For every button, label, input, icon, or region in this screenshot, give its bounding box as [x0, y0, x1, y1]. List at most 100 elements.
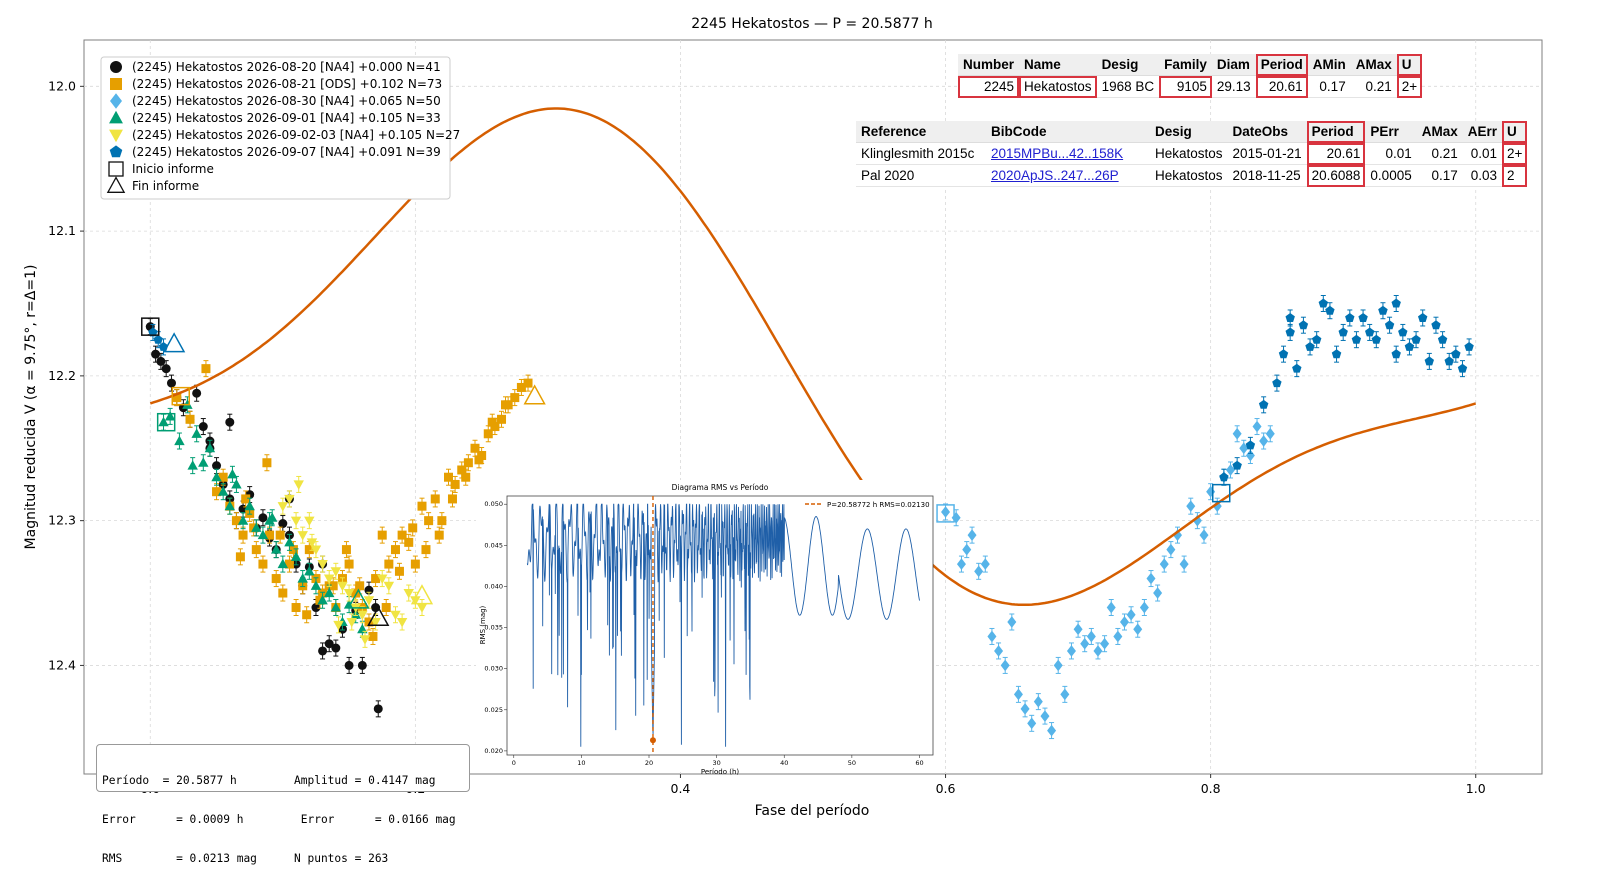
- col-amin: AMin: [1307, 54, 1351, 76]
- data-point: [330, 567, 342, 577]
- data-point: [277, 558, 289, 569]
- data-point: [158, 416, 169, 427]
- legend-label: (2245) Hekatostos 2026-09-07 [NA4] +0.09…: [132, 145, 441, 159]
- data-point: [1053, 659, 1063, 672]
- data-point: [421, 545, 431, 555]
- data-point: [185, 414, 195, 424]
- data-point: [1411, 334, 1421, 344]
- data-point: [444, 472, 453, 482]
- data-point: [357, 660, 367, 670]
- x-tick-label: 0.8: [1201, 781, 1221, 796]
- data-point: [1331, 349, 1342, 359]
- x-tick-label: 1.0: [1466, 781, 1486, 796]
- data-point: [1199, 529, 1209, 541]
- x-tick-label: 0.6: [936, 781, 956, 796]
- cell-diam: 29.13: [1211, 75, 1256, 98]
- legend-label: Inicio informe: [132, 162, 214, 176]
- data-point: [1265, 427, 1275, 440]
- data-point: [310, 580, 322, 590]
- data-point: [1437, 334, 1448, 344]
- data-point: [500, 400, 510, 410]
- data-point: [1378, 305, 1388, 315]
- cell-ref-period: 20.61: [1306, 142, 1366, 165]
- lightcurve-chart: 2245 Hekatostos — P = 20.5877 h 0.00.20.…: [23, 16, 1543, 819]
- data-point: [1325, 305, 1335, 315]
- cell-ref-period: 20.6088: [1306, 164, 1366, 187]
- data-point: [304, 565, 315, 576]
- legend-marker: [110, 78, 122, 90]
- bibcode-link[interactable]: 2015MPBu...42..158K: [991, 146, 1124, 161]
- y-axis-label: Magnitud reducida V (α = 9.75°, r=Δ=1): [23, 265, 39, 550]
- series-3: [941, 418, 1275, 740]
- data-point: [974, 565, 984, 578]
- data-point: [487, 417, 497, 427]
- data-point: [1431, 320, 1441, 330]
- cell-u: 2+: [1396, 75, 1423, 98]
- data-point: [262, 458, 272, 468]
- data-point: [1418, 313, 1428, 322]
- inset-rms-chart: Diagrama RMS vs Período 0 10 20 30 40 50 60 0.0…: [476, 480, 934, 776]
- fin-marker: [367, 605, 390, 627]
- fit-curve: [149, 107, 1477, 607]
- legend-label: (2245) Hekatostos 2026-08-21 [ODS] +0.10…: [132, 77, 442, 91]
- data-point: [343, 599, 355, 609]
- data-point: [1351, 334, 1362, 344]
- data-point: [956, 558, 966, 570]
- data-point: [212, 461, 222, 471]
- legend-label: (2245) Hekatostos 2026-08-20 [NA4] +0.00…: [132, 60, 441, 74]
- data-point: [1133, 623, 1143, 636]
- data-point: [258, 559, 268, 569]
- inset-x-label: Período (h): [701, 768, 740, 776]
- data-point: [1404, 342, 1415, 351]
- x-axis-label: Fase del período: [755, 803, 870, 819]
- data-point: [941, 506, 951, 518]
- inset-x-tick-label: 0: [512, 759, 516, 767]
- data-point: [191, 428, 202, 438]
- data-point: [204, 442, 216, 453]
- inset-best-period-dot: [649, 737, 656, 744]
- data-point: [1093, 645, 1103, 657]
- data-point: [1272, 378, 1282, 388]
- data-point: [1073, 623, 1083, 636]
- data-point: [174, 435, 185, 446]
- legend: (2245) Hekatostos 2026-08-20 [NA4] +0.00…: [100, 56, 460, 200]
- col-perr: PErr: [1365, 121, 1417, 143]
- data-point: [284, 559, 294, 569]
- data-point: [257, 529, 269, 540]
- data-point: [251, 545, 261, 555]
- data-point: [148, 327, 158, 337]
- data-point: [1119, 616, 1129, 628]
- data-point: [1179, 558, 1189, 570]
- data-point: [967, 529, 977, 541]
- data-point: [1391, 349, 1401, 359]
- data-point: [371, 603, 381, 613]
- data-point: [251, 522, 262, 532]
- data-point: [373, 704, 383, 714]
- asteroid-row: 2245 Hekatostos 1968 BC 9105 29.13 20.61…: [958, 75, 1423, 98]
- data-point: [962, 543, 972, 556]
- data-point: [461, 472, 471, 482]
- cell-amin: 0.17: [1307, 75, 1351, 98]
- data-point: [278, 519, 288, 529]
- data-point: [424, 516, 434, 526]
- data-point: [980, 558, 990, 570]
- data-point: [396, 617, 408, 628]
- inset-y-tick-label: 0.040: [484, 582, 503, 590]
- asteroid-table-header: Number Name Desig Family Diam Period AMi…: [958, 54, 1423, 76]
- data-point: [355, 581, 365, 591]
- data-point: [1398, 327, 1408, 337]
- col-ref-u: U: [1502, 121, 1528, 143]
- data-point: [1126, 608, 1136, 621]
- data-point: [483, 429, 493, 439]
- data-point: [277, 502, 289, 512]
- bibcode-link[interactable]: 2020ApJS..247...26P: [991, 168, 1119, 183]
- data-point: [1166, 543, 1176, 556]
- inset-x-tick-label: 60: [915, 759, 923, 767]
- data-point: [1424, 356, 1434, 366]
- inicio-marker: [936, 504, 955, 523]
- stat-amplitud: Amplitud = 0.4147 mag: [294, 774, 436, 787]
- axis-ticks: 0.00.20.40.60.81.012.012.112.212.312.4: [48, 78, 1486, 796]
- data-point: [297, 531, 308, 541]
- data-point: [390, 545, 400, 555]
- cell-amax: 0.21: [1350, 75, 1397, 98]
